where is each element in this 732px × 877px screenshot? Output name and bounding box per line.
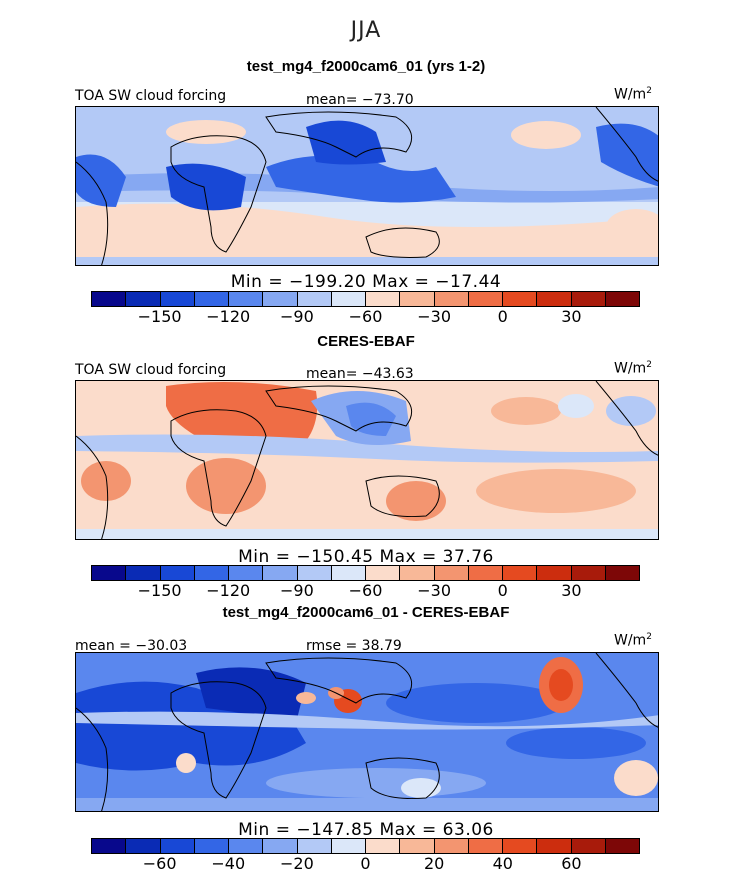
panel-3-rmse: rmse = 38.79: [306, 638, 402, 654]
colorbar-swatch: [400, 566, 435, 580]
colorbar-tick-label: −150: [137, 307, 182, 326]
colorbar-tick-label: −20: [279, 854, 314, 873]
colorbar-swatch: [366, 839, 401, 853]
colorbar-swatch: [366, 292, 401, 306]
colorbar-swatch: [571, 566, 606, 580]
colorbar-swatch: [194, 292, 229, 306]
panel-3-mean: mean = −30.03: [75, 638, 188, 654]
colorbar-swatch: [537, 839, 572, 853]
colorbar-swatch: [605, 839, 639, 853]
colorbar-swatch: [160, 566, 195, 580]
colorbar-swatch: [503, 292, 538, 306]
colorbar-swatch: [160, 839, 195, 853]
colorbar-swatch: [468, 292, 503, 306]
panel-3-title: test_mg4_f2000cam6_01 - CERES-EBAF: [222, 604, 510, 621]
colorbar-swatch: [126, 292, 161, 306]
colorbar-swatch: [400, 839, 435, 853]
colorbar-swatch: [331, 566, 366, 580]
colorbar-swatch: [366, 566, 401, 580]
colorbar-swatch: [297, 566, 332, 580]
colorbar-tick-label: 0: [497, 307, 508, 326]
panel-1-minmax: Min = −199.20 Max = −17.44: [230, 272, 502, 292]
colorbar-swatch: [537, 292, 572, 306]
colorbar-swatch: [331, 292, 366, 306]
colorbar-tick-label: −90: [279, 581, 314, 600]
panel-1-variable: TOA SW cloud forcing: [75, 88, 227, 104]
colorbar-swatch: [263, 566, 298, 580]
colorbar-tick-label: 20: [423, 854, 445, 873]
colorbar-swatch: [605, 292, 639, 306]
colorbar-swatch: [194, 566, 229, 580]
colorbar-swatch: [605, 566, 639, 580]
colorbar-tick-label: −60: [142, 854, 177, 873]
panel-2-map: [75, 380, 659, 540]
colorbar-tick-label: −120: [206, 581, 251, 600]
colorbar-swatch: [297, 292, 332, 306]
colorbar-swatch: [194, 839, 229, 853]
colorbar-swatch: [263, 839, 298, 853]
colorbar-swatch: [92, 292, 127, 306]
colorbar-tick-label: 0: [497, 581, 508, 600]
colorbar-swatch: [468, 839, 503, 853]
colorbar-swatch: [126, 566, 161, 580]
panel-1-title: test_mg4_f2000cam6_01 (yrs 1-2): [246, 58, 486, 75]
colorbar-swatch: [229, 292, 264, 306]
colorbar-swatch: [503, 566, 538, 580]
panel-2-minmax: Min = −150.45 Max = 37.76: [238, 547, 494, 567]
colorbar-tick-label: 0: [360, 854, 371, 873]
colorbar-swatch: [503, 839, 538, 853]
panel-1-units: W/m2: [614, 86, 652, 103]
colorbar-tick-label: −60: [348, 307, 383, 326]
panel-1-colorbar-ticks: −150 −120 −90 −60 −30 0 30: [91, 307, 640, 326]
colorbar-tick-label: 40: [492, 854, 513, 873]
colorbar-swatch: [537, 566, 572, 580]
colorbar-swatch: [92, 566, 127, 580]
panel-3-map: [75, 652, 659, 812]
colorbar-swatch: [400, 292, 435, 306]
colorbar-tick-label: −60: [348, 581, 383, 600]
panel-2-units: W/m2: [614, 360, 652, 377]
colorbar-swatch: [92, 839, 127, 853]
colorbar-swatch: [468, 566, 503, 580]
colorbar-swatch: [571, 839, 606, 853]
panel-3-colorbar: [91, 838, 640, 854]
colorbar-swatch: [331, 839, 366, 853]
colorbar-tick-label: −30: [417, 581, 452, 600]
panel-3-units: W/m2: [614, 632, 652, 649]
colorbar-tick-label: −90: [279, 307, 314, 326]
colorbar-tick-label: 30: [561, 581, 582, 600]
colorbar-tick-label: 30: [561, 307, 582, 326]
colorbar-tick-label: −150: [137, 581, 182, 600]
panel-2-colorbar-ticks: −150 −120 −90 −60 −30 0 30: [91, 581, 640, 600]
season-title: JJA: [350, 18, 382, 43]
colorbar-swatch: [229, 566, 264, 580]
colorbar-swatch: [571, 292, 606, 306]
colorbar-swatch: [263, 292, 298, 306]
colorbar-swatch: [434, 839, 469, 853]
panel-3-colorbar-ticks: −60 −40 −20 0 20 40 60: [91, 854, 640, 873]
colorbar-swatch: [434, 566, 469, 580]
panel-3-minmax: Min = −147.85 Max = 63.06: [238, 820, 494, 840]
panel-1-mean: mean= −73.70: [306, 92, 414, 108]
colorbar-swatch: [297, 839, 332, 853]
panel-2-mean: mean= −43.63: [306, 366, 414, 382]
colorbar-tick-label: 60: [561, 854, 582, 873]
colorbar-swatch: [434, 292, 469, 306]
colorbar-swatch: [126, 839, 161, 853]
colorbar-swatch: [229, 839, 264, 853]
panel-2-title: CERES-EBAF: [317, 333, 415, 350]
colorbar-tick-label: −120: [206, 307, 251, 326]
panel-1-map: [75, 106, 659, 266]
colorbar-tick-label: −40: [211, 854, 246, 873]
panel-2-colorbar: [91, 565, 640, 581]
colorbar-swatch: [160, 292, 195, 306]
colorbar-tick-label: −30: [417, 307, 452, 326]
panel-1-colorbar: [91, 291, 640, 307]
panel-2-variable: TOA SW cloud forcing: [75, 362, 227, 378]
